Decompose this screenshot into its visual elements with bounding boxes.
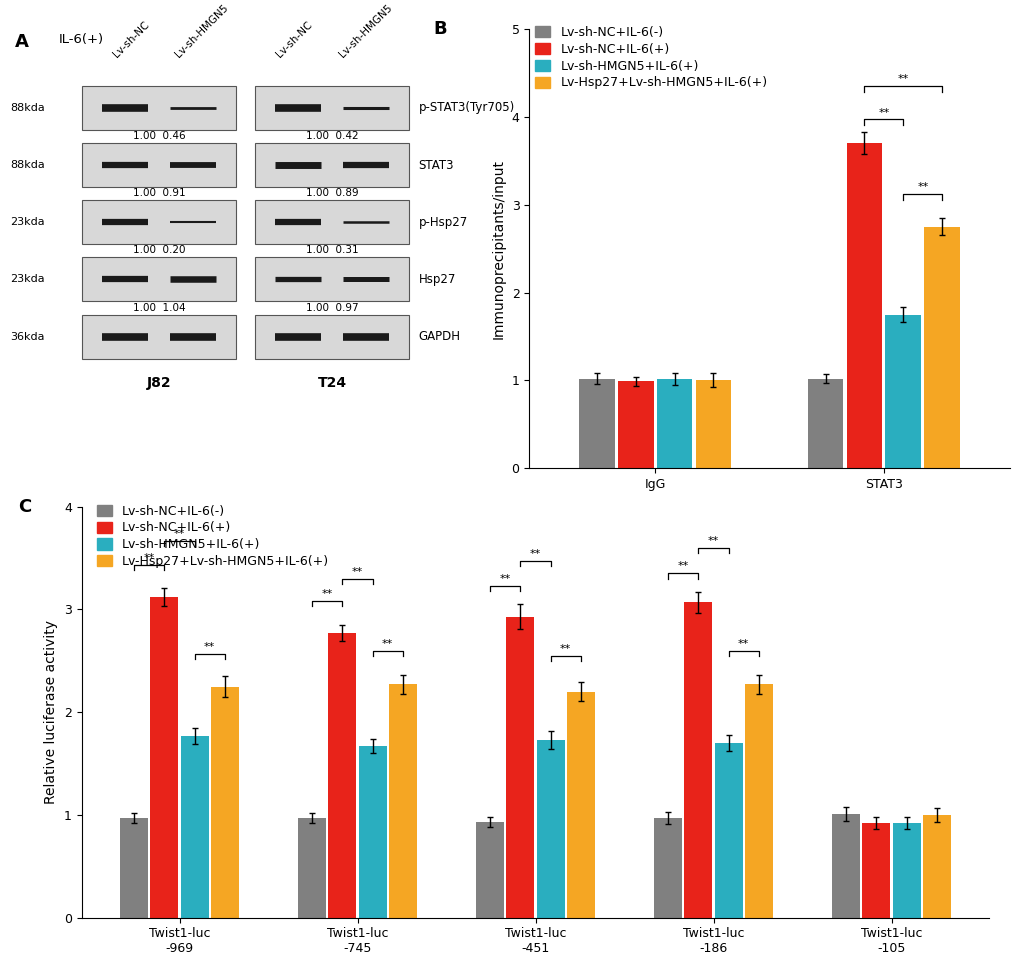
Text: **: ** xyxy=(204,641,215,652)
FancyBboxPatch shape xyxy=(83,315,235,358)
Text: GAPDH: GAPDH xyxy=(418,330,461,343)
Text: STAT3: STAT3 xyxy=(418,159,453,171)
Bar xyxy=(684,602,711,918)
Bar xyxy=(618,381,653,468)
Text: **: ** xyxy=(173,529,184,538)
Text: **: ** xyxy=(897,74,908,84)
Text: **: ** xyxy=(677,561,688,572)
Bar xyxy=(653,818,682,918)
Text: 1.00  0.20: 1.00 0.20 xyxy=(132,246,185,255)
Bar xyxy=(567,692,594,918)
Bar xyxy=(892,823,919,918)
Bar xyxy=(846,143,881,468)
Text: 88kda: 88kda xyxy=(10,160,45,170)
Bar xyxy=(506,617,534,918)
Text: Lv-sh-HMGN5: Lv-sh-HMGN5 xyxy=(336,3,393,59)
FancyBboxPatch shape xyxy=(83,143,235,187)
FancyBboxPatch shape xyxy=(83,257,235,301)
Text: 88kda: 88kda xyxy=(10,103,45,113)
Text: T24: T24 xyxy=(317,376,346,390)
Bar xyxy=(328,633,356,918)
Text: Hsp27: Hsp27 xyxy=(418,272,455,286)
Text: 1.00  0.91: 1.00 0.91 xyxy=(132,188,185,198)
Text: A: A xyxy=(15,33,29,51)
FancyBboxPatch shape xyxy=(255,200,409,244)
Bar xyxy=(862,823,890,918)
Text: p-STAT3(Tyr705): p-STAT3(Tyr705) xyxy=(418,101,515,115)
Text: **: ** xyxy=(707,535,718,546)
Text: 23kda: 23kda xyxy=(10,217,45,228)
Bar xyxy=(180,736,208,918)
Y-axis label: Relative luciferase activity: Relative luciferase activity xyxy=(44,620,58,804)
Text: 1.00  0.46: 1.00 0.46 xyxy=(132,131,185,141)
Text: **: ** xyxy=(321,589,332,599)
Bar xyxy=(923,227,959,468)
Text: **: ** xyxy=(382,639,393,648)
Text: p-Hsp27: p-Hsp27 xyxy=(418,216,468,228)
Text: Lv-sh-HMGN5: Lv-sh-HMGN5 xyxy=(173,3,230,59)
Legend: Lv-sh-NC+IL-6(-), Lv-sh-NC+IL-6(+), Lv-sh-HMGN5+IL-6(+), Lv-Hsp27+Lv-sh-HMGN5+IL: Lv-sh-NC+IL-6(-), Lv-sh-NC+IL-6(+), Lv-s… xyxy=(97,505,329,568)
Text: C: C xyxy=(18,498,32,516)
Y-axis label: Immunoprecipitants/input: Immunoprecipitants/input xyxy=(491,159,505,338)
Text: **: ** xyxy=(352,567,363,576)
Bar xyxy=(120,818,148,918)
Text: 23kda: 23kda xyxy=(10,274,45,284)
FancyBboxPatch shape xyxy=(255,315,409,358)
Bar xyxy=(695,380,731,468)
Text: Lv-sh-NC: Lv-sh-NC xyxy=(274,20,314,59)
Bar xyxy=(536,740,564,918)
FancyBboxPatch shape xyxy=(255,143,409,187)
FancyBboxPatch shape xyxy=(83,86,235,130)
Bar xyxy=(359,746,386,918)
Bar xyxy=(578,379,614,468)
Text: **: ** xyxy=(499,574,511,584)
Text: J82: J82 xyxy=(147,376,171,390)
Text: **: ** xyxy=(877,107,889,118)
Bar xyxy=(714,743,742,918)
Text: Lv-sh-NC: Lv-sh-NC xyxy=(111,20,151,59)
Text: 36kda: 36kda xyxy=(10,332,45,341)
Bar xyxy=(298,818,326,918)
Text: 1.00  0.89: 1.00 0.89 xyxy=(306,188,358,198)
Legend: Lv-sh-NC+IL-6(-), Lv-sh-NC+IL-6(+), Lv-sh-HMGN5+IL-6(+), Lv-Hsp27+Lv-sh-HMGN5+IL: Lv-sh-NC+IL-6(-), Lv-sh-NC+IL-6(+), Lv-s… xyxy=(535,26,767,89)
Text: 1.00  1.04: 1.00 1.04 xyxy=(132,303,185,313)
Text: B: B xyxy=(433,20,446,38)
Bar xyxy=(656,379,692,468)
Text: 1.00  0.97: 1.00 0.97 xyxy=(306,303,358,313)
Text: **: ** xyxy=(559,643,571,654)
Text: **: ** xyxy=(144,554,155,563)
Text: **: ** xyxy=(916,183,927,192)
Bar xyxy=(388,684,417,918)
Bar xyxy=(884,315,920,468)
FancyBboxPatch shape xyxy=(255,257,409,301)
Text: 1.00  0.31: 1.00 0.31 xyxy=(306,246,358,255)
Text: IL-6(+): IL-6(+) xyxy=(58,33,103,46)
Text: 1.00  0.42: 1.00 0.42 xyxy=(306,131,358,141)
Bar xyxy=(832,814,859,918)
Bar xyxy=(151,598,178,918)
FancyBboxPatch shape xyxy=(255,86,409,130)
Bar xyxy=(476,822,503,918)
Bar xyxy=(211,686,238,918)
Bar xyxy=(744,684,772,918)
Bar xyxy=(807,379,843,468)
Bar xyxy=(922,815,950,918)
FancyBboxPatch shape xyxy=(83,200,235,244)
Text: **: ** xyxy=(529,549,541,559)
Text: **: ** xyxy=(738,639,749,648)
